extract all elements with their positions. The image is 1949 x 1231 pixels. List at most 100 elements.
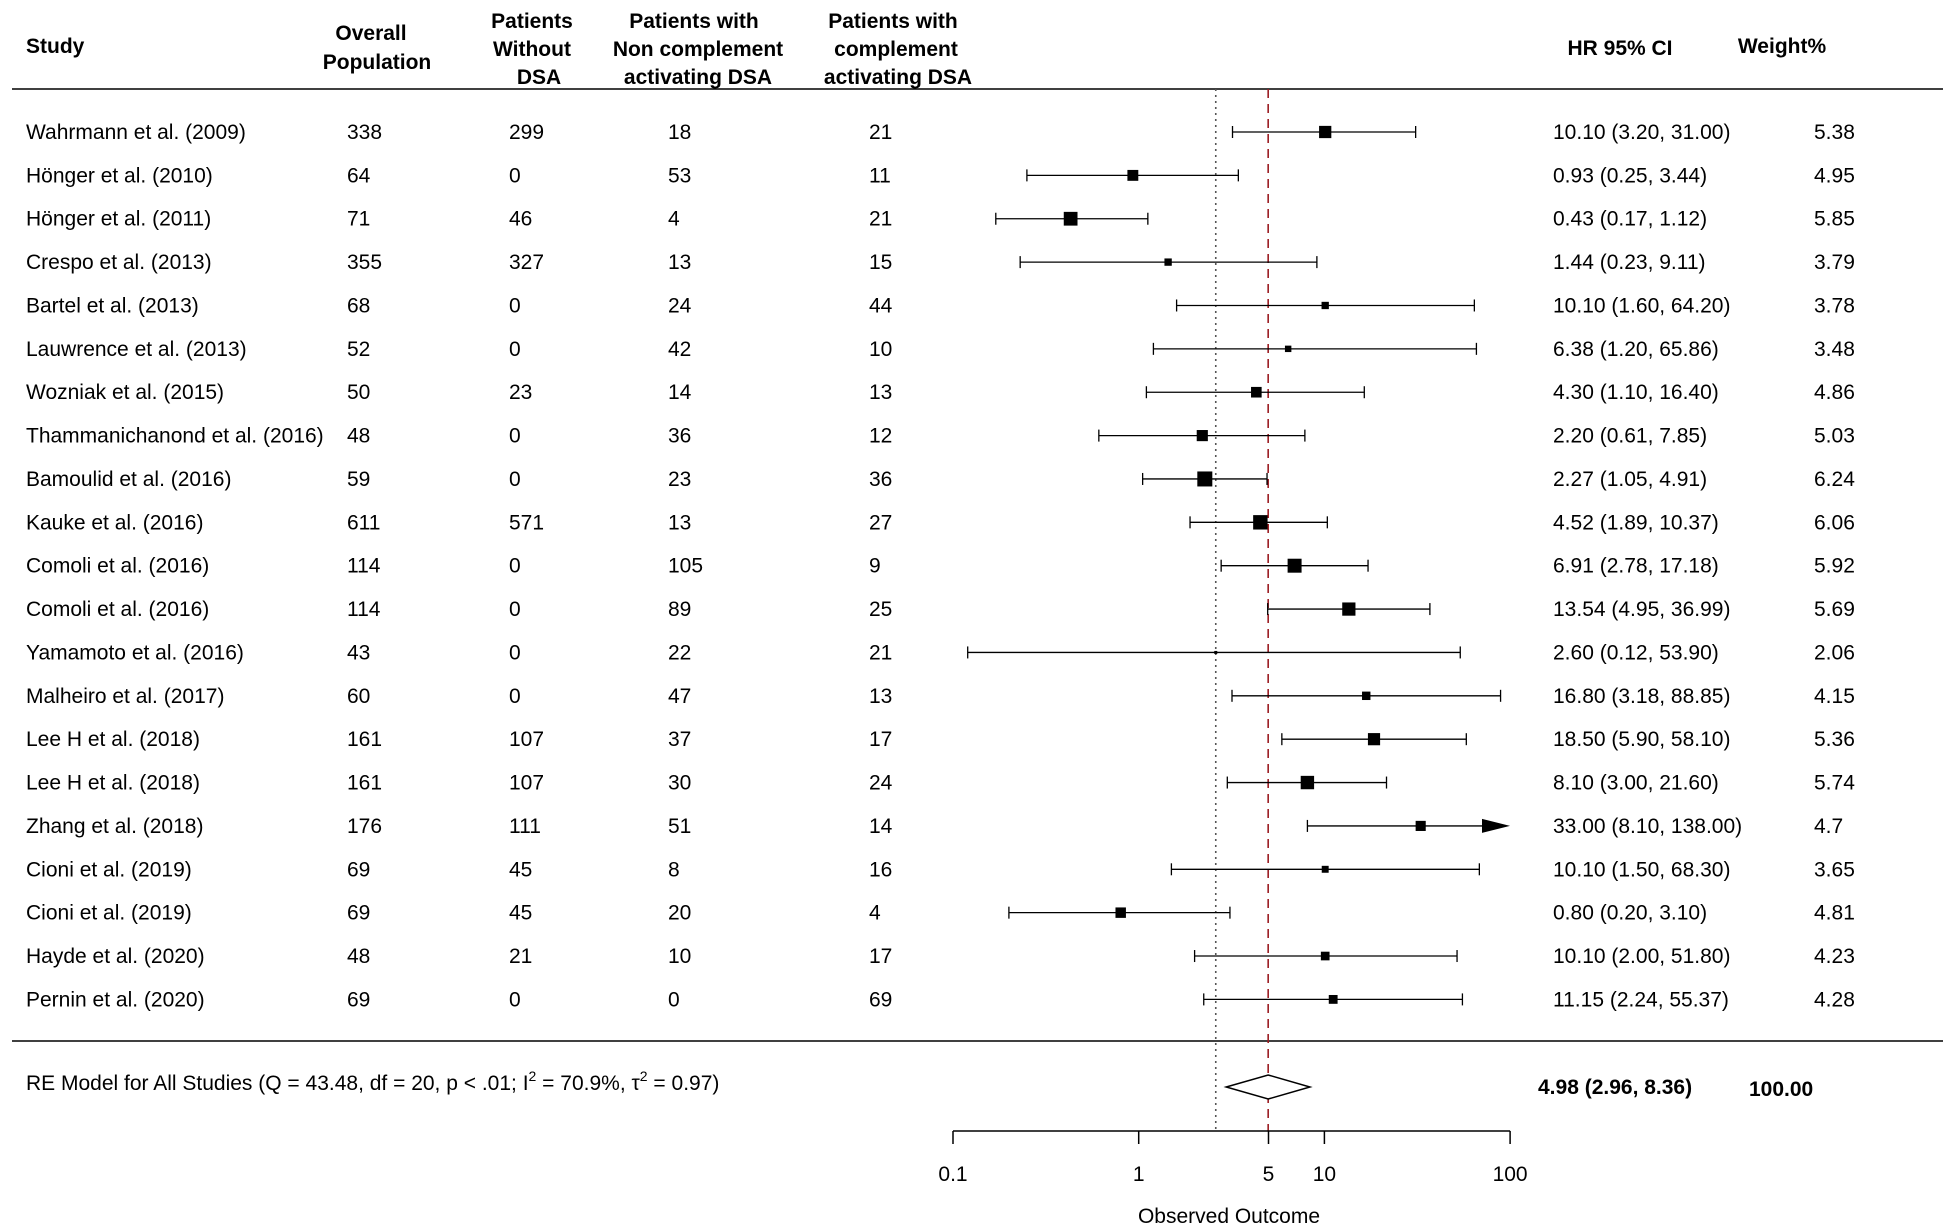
overall-population: 338: [347, 121, 382, 144]
study-row: Comoli et al. (2016) 114 0 105 9 6.91 (2.78, …: [26, 555, 1855, 578]
study-name: Cioni et al. (2019): [26, 902, 192, 925]
effect-marker: [1362, 691, 1371, 701]
x-tick-label: 100: [1493, 1163, 1528, 1186]
study-row: Wahrmann et al. (2009) 338 299 18 21 10.10 (3…: [26, 121, 1855, 144]
overall-population: 48: [347, 945, 370, 968]
study-name: Malheiro et al. (2017): [26, 685, 224, 708]
study-name: Hayde et al. (2020): [26, 945, 205, 968]
patients-noncomplement-dsa: 42: [668, 338, 691, 361]
hr-ci-value: 10.10 (3.20, 31.00): [1553, 121, 1730, 144]
study-name: Crespo et al. (2013): [26, 251, 212, 274]
overall-population: 52: [347, 338, 370, 361]
effect-marker: [1164, 258, 1172, 266]
patients-noncomplement-dsa: 105: [668, 555, 703, 578]
study-row: Cioni et al. (2019) 69 45 8 16 10.10 (1.50, 6…: [26, 858, 1855, 881]
study-name: Bamoulid et al. (2016): [26, 468, 231, 491]
study-name: Hönger et al. (2010): [26, 164, 213, 187]
patients-without-dsa: 107: [509, 728, 544, 751]
weight-value: 5.69: [1814, 598, 1855, 621]
patients-noncomplement-dsa: 53: [668, 164, 691, 187]
x-tick-label: 1: [1133, 1163, 1145, 1186]
hr-ci-value: 0.43 (0.17, 1.12): [1553, 208, 1707, 231]
patients-noncomplement-dsa: 14: [668, 381, 692, 404]
study-row: Hönger et al. (2010) 64 0 53 11 0.93 (0.25, 3…: [26, 164, 1855, 187]
overall-population: 161: [347, 772, 382, 795]
patients-complement-dsa: 69: [869, 988, 892, 1011]
header-weight: Weight%: [1738, 35, 1827, 58]
hr-ci-value: 10.10 (1.50, 68.30): [1553, 858, 1730, 881]
weight-value: 3.65: [1814, 858, 1855, 881]
hr-ci-value: 18.50 (5.90, 58.10): [1553, 728, 1730, 751]
header-comp: complement: [834, 38, 958, 61]
weight-value: 4.23: [1814, 945, 1855, 968]
patients-noncomplement-dsa: 23: [668, 468, 691, 491]
overall-population: 355: [347, 251, 382, 274]
overall-population: 59: [347, 468, 370, 491]
x-tick-label: 10: [1313, 1163, 1336, 1186]
study-name: Zhang et al. (2018): [26, 815, 203, 838]
column-headers: Study Overall Population Patients Withou…: [26, 10, 1826, 89]
hr-ci-value: 0.93 (0.25, 3.44): [1553, 164, 1707, 187]
patients-without-dsa: 111: [509, 815, 541, 838]
weight-value: 6.06: [1814, 511, 1855, 534]
patients-without-dsa: 21: [509, 945, 532, 968]
study-row: Lee H et al. (2018) 161 107 37 17 18.50 (5.90…: [26, 728, 1855, 751]
hr-ci-value: 2.60 (0.12, 53.90): [1553, 641, 1719, 664]
patients-complement-dsa: 13: [869, 381, 892, 404]
weight-value: 5.03: [1814, 425, 1855, 448]
patients-without-dsa: 107: [509, 772, 544, 795]
patients-noncomplement-dsa: 89: [668, 598, 691, 621]
patients-noncomplement-dsa: 4: [668, 208, 680, 231]
weight-value: 5.38: [1814, 121, 1855, 144]
effect-marker: [1319, 125, 1332, 139]
patients-noncomplement-dsa: 13: [668, 251, 691, 274]
overall-population: 60: [347, 685, 370, 708]
header-comp: activating DSA: [824, 66, 972, 89]
overall-population: 176: [347, 815, 382, 838]
weight-value: 4.86: [1814, 381, 1855, 404]
effect-marker: [1415, 820, 1426, 831]
effect-marker: [1321, 865, 1329, 873]
overall-population: 50: [347, 381, 370, 404]
patients-noncomplement-dsa: 22: [668, 641, 691, 664]
hr-ci-value: 16.80 (3.18, 88.85): [1553, 685, 1730, 708]
header-hr-ci: HR 95% CI: [1567, 37, 1672, 60]
hr-ci-value: 10.10 (1.60, 64.20): [1553, 294, 1730, 317]
patients-without-dsa: 571: [509, 511, 544, 534]
effect-marker: [1251, 386, 1262, 398]
patients-complement-dsa: 21: [869, 121, 892, 144]
hr-ci-value: 2.20 (0.61, 7.85): [1553, 425, 1707, 448]
patients-complement-dsa: 25: [869, 598, 892, 621]
hr-ci-value: 13.54 (4.95, 36.99): [1553, 598, 1730, 621]
patients-without-dsa: 0: [509, 555, 521, 578]
study-row: Hönger et al. (2011) 71 46 4 21 0.43 (0.17, 1…: [26, 208, 1855, 231]
patients-complement-dsa: 21: [869, 208, 892, 231]
weight-value: 6.24: [1814, 468, 1855, 491]
study-name: Kauke et al. (2016): [26, 511, 203, 534]
effect-marker: [1342, 602, 1356, 616]
effect-marker: [1253, 515, 1268, 530]
study-row: Zhang et al. (2018) 176 111 51 14 33.00 (8.10…: [26, 815, 1843, 838]
hr-ci-value: 10.10 (2.00, 51.80): [1553, 945, 1730, 968]
patients-noncomplement-dsa: 51: [668, 815, 691, 838]
summary-label: RE Model for All Studies (Q = 43.48, df …: [26, 1068, 719, 1095]
patients-complement-dsa: 11: [869, 164, 891, 187]
header-comp: Patients with: [828, 10, 958, 33]
x-tick-label: 5: [1263, 1163, 1275, 1186]
study-rows: Wahrmann et al. (2009) 338 299 18 21 10.10 (3…: [26, 121, 1855, 1011]
study-name: Lauwrence et al. (2013): [26, 338, 247, 361]
overall-population: 69: [347, 858, 370, 881]
study-name: Wozniak et al. (2015): [26, 381, 224, 404]
study-name: Hönger et al. (2011): [26, 208, 211, 231]
hr-ci-value: 11.15 (2.24, 55.37): [1553, 988, 1729, 1011]
header-without: Patients: [491, 10, 573, 33]
study-name: Bartel et al. (2013): [26, 294, 199, 317]
weight-value: 4.81: [1814, 902, 1855, 925]
patients-without-dsa: 45: [509, 902, 532, 925]
patients-noncomplement-dsa: 24: [668, 294, 692, 317]
patients-without-dsa: 299: [509, 121, 544, 144]
patients-complement-dsa: 9: [869, 555, 881, 578]
patients-noncomplement-dsa: 8: [668, 858, 680, 881]
overall-population: 69: [347, 902, 370, 925]
weight-value: 5.92: [1814, 555, 1855, 578]
